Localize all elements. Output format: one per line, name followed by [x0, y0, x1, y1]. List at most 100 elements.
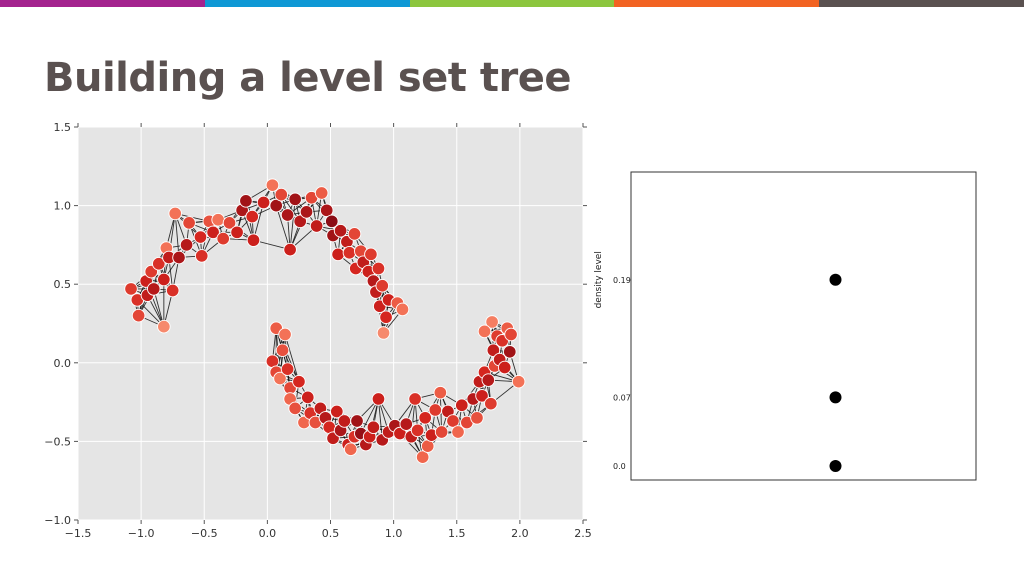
data-point [455, 398, 469, 412]
tree-nodes [829, 273, 842, 472]
y-tick-label: 0.0 [54, 357, 72, 370]
data-point [246, 233, 261, 247]
data-point [301, 390, 315, 405]
data-point [350, 414, 364, 428]
data-point [446, 414, 460, 428]
data-point [157, 272, 171, 287]
data-point [511, 374, 526, 389]
data-point [278, 327, 292, 342]
level-set-tree-plot: density level 0.0 0.07 0.19 [594, 171, 977, 481]
data-point [239, 194, 253, 208]
y-tick-label: −0.5 [44, 435, 71, 448]
data-point [288, 401, 302, 416]
data-point [399, 417, 414, 431]
neighbor-graph-scatter-plot: −1.5 −1.0 −0.5 0.0 0.5 1.0 1.5 2.0 2.5 −1.0−0.50… [44, 121, 591, 540]
tree-y-tick-label: 0.19 [613, 276, 631, 285]
data-point [503, 345, 517, 359]
data-point [131, 308, 146, 323]
data-point [484, 396, 498, 411]
data-point [299, 205, 314, 219]
x-tick-label: 2.0 [511, 527, 529, 540]
data-point [343, 442, 358, 457]
data-point [280, 362, 295, 376]
accent-bar-segment-4 [614, 0, 820, 7]
tree-plot-frame [630, 171, 977, 481]
data-point [280, 208, 295, 222]
data-point [216, 231, 230, 246]
graph-edge [284, 334, 300, 382]
data-point [182, 216, 196, 230]
x-tick-label: −1.0 [128, 527, 155, 540]
axis-tick-marks [74, 123, 587, 524]
data-point [477, 324, 492, 339]
data-point [475, 389, 489, 403]
data-point [342, 246, 357, 260]
data-point [486, 343, 501, 357]
data-point [273, 371, 287, 386]
graph-edge [275, 205, 291, 250]
data-point [275, 343, 290, 357]
data-point [172, 250, 186, 265]
data-point [193, 230, 208, 244]
data-point [256, 195, 271, 210]
accent-bar-segment-1 [0, 0, 205, 7]
data-point [288, 192, 302, 207]
y-tick-label: 1.5 [54, 121, 72, 134]
data-point [408, 392, 422, 406]
data-point [481, 373, 496, 387]
data-point [265, 178, 280, 192]
data-point [376, 326, 391, 340]
data-point [347, 227, 362, 241]
data-point [418, 411, 432, 425]
graph-edge [174, 213, 180, 258]
tree-node [829, 460, 842, 472]
tree-y-axis-tick-labels: 0.0 0.07 0.19 [613, 276, 631, 471]
x-tick-label: 0.0 [259, 527, 277, 540]
data-point [395, 302, 410, 317]
data-point [165, 283, 180, 298]
data-point [371, 392, 386, 406]
data-point [314, 186, 329, 200]
data-point [124, 282, 138, 296]
data-point [504, 327, 518, 342]
accent-color-bar [0, 0, 1024, 7]
data-point [410, 423, 425, 438]
data-point [379, 310, 393, 324]
x-tick-label: 2.5 [574, 527, 592, 540]
x-tick-label: 0.5 [322, 527, 340, 540]
data-point [371, 261, 386, 276]
data-point [194, 249, 209, 263]
x-axis-tick-labels: −1.5 −1.0 −0.5 0.0 0.5 1.0 1.5 2.0 2.5 [65, 527, 592, 540]
data-point [293, 214, 307, 229]
data-point [337, 414, 352, 428]
data-point [433, 385, 448, 400]
data-point [230, 225, 244, 240]
tree-y-tick-label: 0.0 [613, 462, 626, 471]
data-point [283, 242, 297, 257]
slide-title: Building a level set tree [44, 55, 571, 101]
data-point [364, 247, 378, 262]
data-point [331, 247, 345, 262]
data-point [269, 198, 283, 213]
accent-bar-segment-2 [204, 0, 410, 7]
data-point [245, 209, 259, 224]
tree-y-axis-label: density level [594, 251, 604, 308]
data-point [330, 404, 344, 419]
data-point [179, 238, 194, 252]
data-point [146, 282, 161, 296]
y-axis-tick-labels: −1.0 −0.5 0.0 0.5 1.0 1.5 [44, 121, 71, 527]
data-point [434, 425, 449, 439]
data-point [485, 315, 499, 329]
data-point [497, 360, 512, 375]
data-point [325, 214, 339, 229]
data-point [157, 319, 171, 334]
y-tick-label: −1.0 [44, 514, 71, 527]
data-point [211, 212, 225, 227]
data-point [333, 224, 348, 238]
data-point [206, 225, 220, 240]
accent-bar-segment-5 [819, 0, 1024, 7]
x-tick-label: 1.5 [448, 527, 466, 540]
data-point [375, 279, 390, 293]
data-point [319, 203, 334, 218]
